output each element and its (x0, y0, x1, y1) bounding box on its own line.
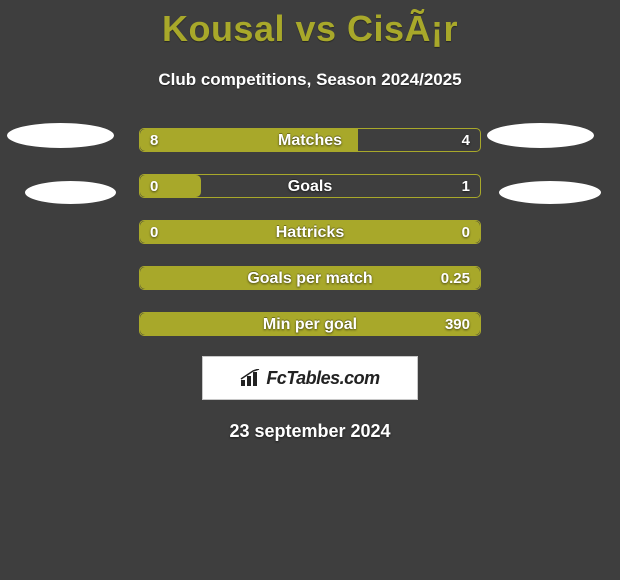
bar-fill (140, 313, 480, 335)
player-placeholder-2 (487, 123, 594, 148)
stat-value-right: 4 (462, 129, 470, 151)
bar-fill (140, 221, 480, 243)
stat-row: Hattricks00 (139, 220, 481, 244)
stat-row: Min per goal390 (139, 312, 481, 336)
stat-value-right: 390 (445, 313, 470, 335)
player-placeholder-1 (25, 181, 116, 204)
player-placeholder-0 (7, 123, 114, 148)
stat-row: Goals per match0.25 (139, 266, 481, 290)
page-subtitle: Club competitions, Season 2024/2025 (0, 70, 620, 90)
bar-fill (140, 267, 480, 289)
page-title: Kousal vs CisÃ¡r (0, 0, 620, 50)
stat-value-right: 0.25 (441, 267, 470, 289)
player-placeholder-3 (499, 181, 601, 204)
logo-text: FcTables.com (266, 368, 379, 389)
comparison-chart: Matches84Goals01Hattricks00Goals per mat… (0, 128, 620, 461)
stat-value-left: 0 (150, 221, 158, 243)
fctables-logo[interactable]: FcTables.com (202, 356, 418, 400)
stat-row: Goals01 (139, 174, 481, 198)
stat-row: Matches84 (139, 128, 481, 152)
stat-value-left: 8 (150, 129, 158, 151)
stat-value-right: 1 (462, 175, 470, 197)
snapshot-date: 23 september 2024 (0, 421, 620, 442)
bar-chart-icon (240, 369, 262, 387)
stat-value-right: 0 (462, 221, 470, 243)
stat-value-left: 0 (150, 175, 158, 197)
bar-fill-left (140, 129, 358, 151)
